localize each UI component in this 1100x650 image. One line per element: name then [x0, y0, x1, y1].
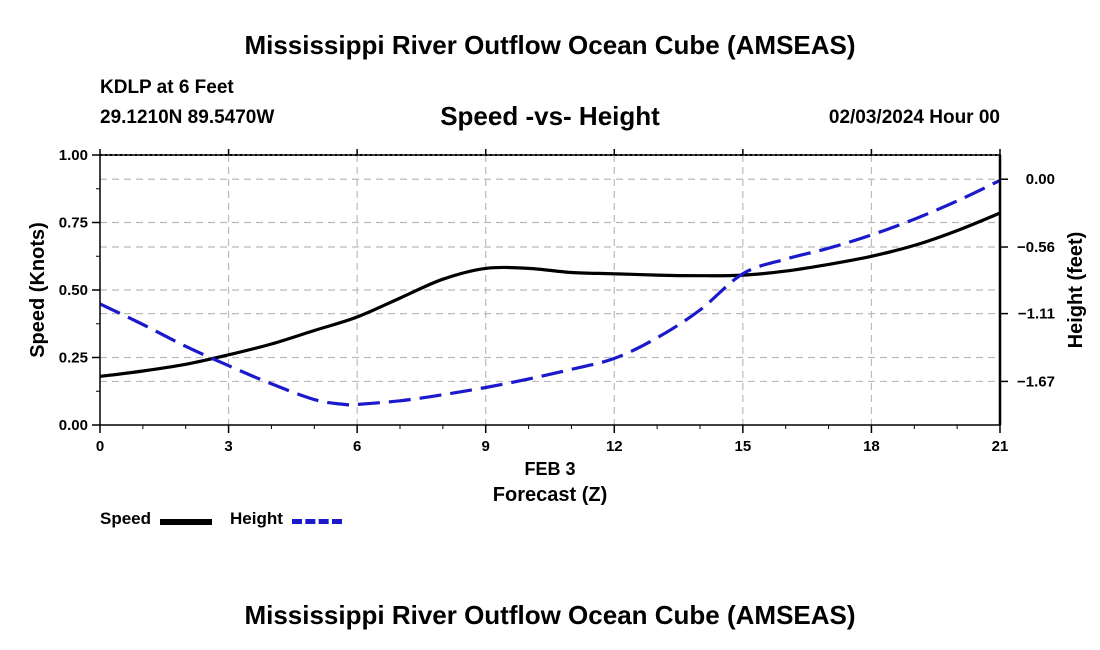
- x-axis-label: Forecast (Z): [493, 484, 607, 506]
- x-tick-label: 6: [353, 438, 361, 455]
- station-coords: 29.1210N 89.5470W: [100, 107, 275, 128]
- legend-height-swatch: [292, 519, 342, 524]
- x-tick-label: 9: [482, 438, 490, 455]
- y-axis-label: Speed (Knots): [27, 222, 49, 358]
- legend-speed-label: Speed: [100, 509, 152, 528]
- x-tick-label: 15: [735, 438, 752, 455]
- y-tick-label: 0.50: [59, 282, 88, 299]
- y-tick-label: 0.25: [59, 350, 88, 367]
- station-label: KDLP at 6 Feet: [100, 77, 234, 98]
- y-tick-label: 1.00: [59, 147, 88, 164]
- chart-title: Mississippi River Outflow Ocean Cube (AM…: [244, 30, 856, 60]
- axis-layer: 0 3 6 9 12 15 18 21 0.00 0.25 0.50 0.75 1.00 0.00 −0.5…: [59, 147, 1055, 455]
- y2-tick-label: −0.56: [1017, 239, 1055, 256]
- speed-series-line: [99, 211, 1001, 378]
- speed-height-chart: 0 3 6 9 12 15 18 21 0.00 0.25 0.50 0.75 1.00 0.00 −0.5…: [27, 147, 1087, 506]
- legend-speed-swatch: [160, 519, 212, 525]
- series-layer: [99, 178, 1001, 407]
- x-tick-label: 12: [606, 438, 623, 455]
- y-tick-label: 0.75: [59, 215, 88, 232]
- y2-tick-label: 0.00: [1026, 171, 1055, 188]
- footer-title: Mississippi River Outflow Ocean Cube (AM…: [244, 600, 856, 630]
- y2-tick-label: −1.67: [1017, 373, 1055, 390]
- x-axis-sublabel: FEB 3: [524, 459, 575, 479]
- y2-tick-label: −1.11: [1018, 306, 1055, 323]
- x-tick-label: 21: [992, 438, 1009, 455]
- y2-axis-label: Height (feet): [1065, 232, 1087, 349]
- grid-layer: [100, 155, 1000, 425]
- x-tick-label: 18: [863, 438, 880, 455]
- x-tick-label: 3: [224, 438, 232, 455]
- chart-subtitle: Speed -vs- Height: [440, 101, 660, 131]
- legend: Speed Height: [100, 508, 360, 532]
- legend-height-label: Height: [230, 509, 283, 528]
- height-series-line: [99, 178, 1001, 407]
- forecast-datetime: 02/03/2024 Hour 00: [828, 107, 1000, 128]
- x-tick-label: 0: [96, 438, 104, 455]
- y-tick-label: 0.00: [59, 417, 88, 434]
